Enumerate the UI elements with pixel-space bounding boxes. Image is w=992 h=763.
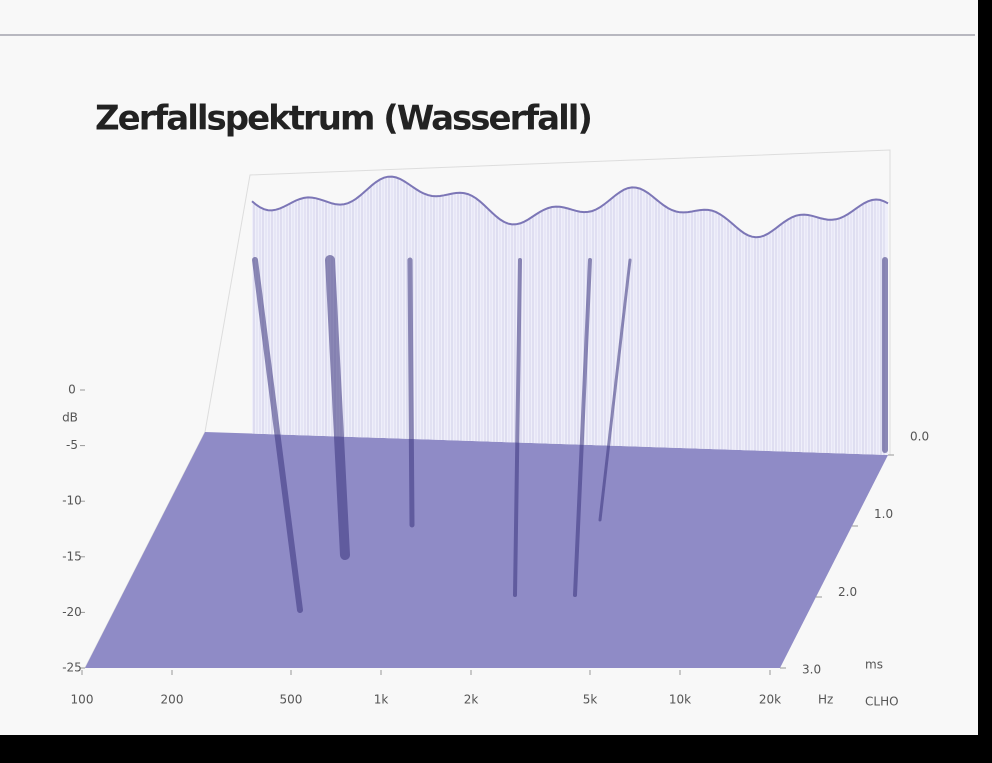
z-tick-label: 2.0 xyxy=(838,585,857,599)
z-tick-label: 1.0 xyxy=(874,507,893,521)
surface xyxy=(85,175,889,668)
x-tick-label: 200 xyxy=(161,693,184,707)
y-tick-label: -20 xyxy=(62,605,82,619)
x-tick-label: 100 xyxy=(71,693,94,707)
decay-streak xyxy=(513,258,522,597)
y-tick-label: -5 xyxy=(66,438,78,452)
z-axis-label: ms xyxy=(865,658,883,672)
chart-title: Zerfallspektrum (Wasserfall) xyxy=(95,99,591,139)
floor xyxy=(85,432,888,668)
y-tick-label: -25 xyxy=(62,661,82,675)
box-outline xyxy=(84,149,891,669)
decay-streak xyxy=(252,257,303,613)
x-axis-label: Hz xyxy=(818,693,833,707)
x-tick-label: 10k xyxy=(669,693,691,707)
y-tick-label: 0 xyxy=(68,383,76,397)
decay-streak xyxy=(598,258,632,522)
wall-top xyxy=(251,175,889,239)
decay-streak xyxy=(573,258,592,597)
x-tick-label: 1k xyxy=(374,693,389,707)
decay-streak xyxy=(407,257,415,528)
wall xyxy=(252,176,888,455)
y-axis-label: dB xyxy=(62,411,78,425)
decay-streak xyxy=(325,255,350,560)
x-tick-label: 2k xyxy=(464,693,479,707)
x-tick-label: 5k xyxy=(583,693,598,707)
y-tick-label: -10 xyxy=(62,494,82,508)
z-tick-label: 3.0 xyxy=(802,663,821,677)
z-tick-label: 0.0 xyxy=(910,430,929,444)
credit: CLHO xyxy=(865,695,899,709)
y-tick-label: -15 xyxy=(62,549,82,563)
x-tick-label: 20k xyxy=(759,693,781,707)
x-tick-label: 500 xyxy=(280,693,303,707)
